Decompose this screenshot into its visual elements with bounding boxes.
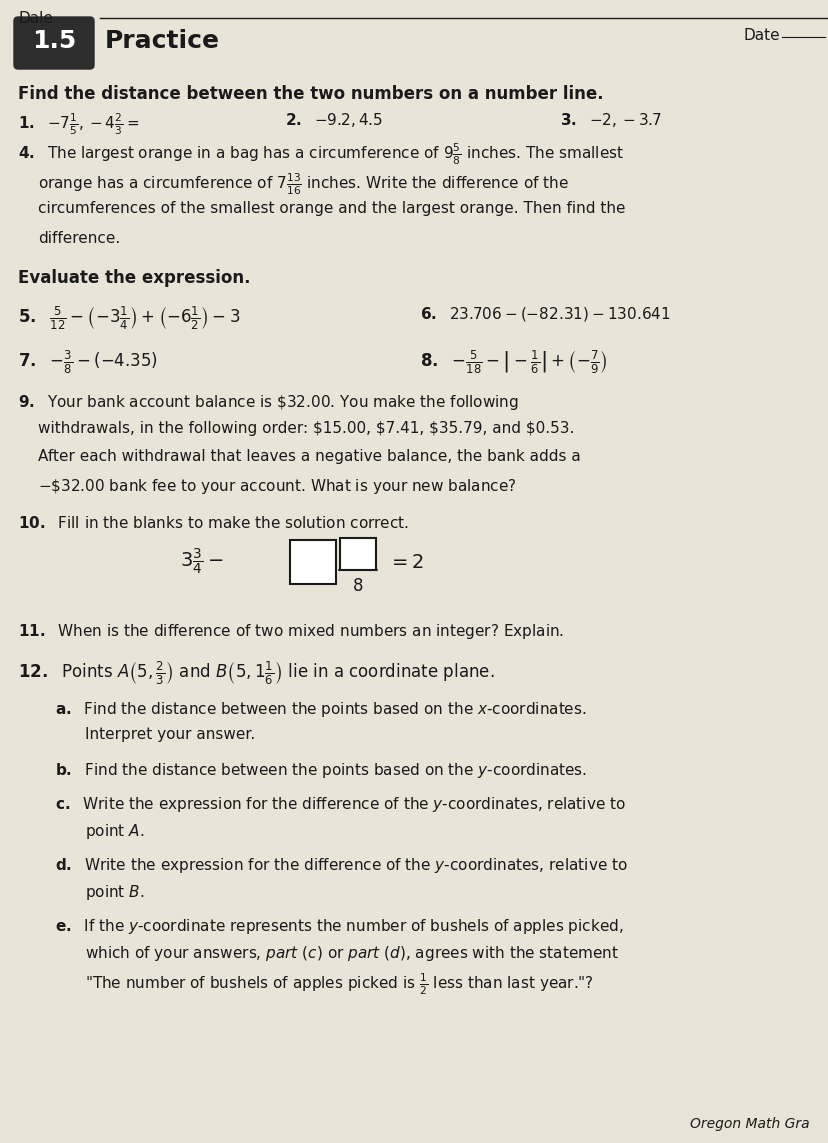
Text: Find the distance between the two numbers on a number line.: Find the distance between the two number… bbox=[18, 85, 603, 103]
Text: $8$: $8$ bbox=[352, 577, 363, 596]
Text: $\mathbf{12.}$  Points $A\left(5, \frac{2}{3}\right)$ and $B\left(5, 1\frac{1}{6: $\mathbf{12.}$ Points $A\left(5, \frac{2… bbox=[18, 660, 494, 687]
Text: Dale: Dale bbox=[18, 11, 53, 26]
Text: $\mathbf{11.}$  When is the difference of two mixed numbers an integer? Explain.: $\mathbf{11.}$ When is the difference of… bbox=[18, 622, 564, 641]
FancyBboxPatch shape bbox=[14, 17, 94, 69]
Text: After each withdrawal that leaves a negative balance, the bank adds a: After each withdrawal that leaves a nega… bbox=[38, 449, 580, 464]
Text: point $B$.: point $B$. bbox=[85, 884, 144, 902]
Text: $-$\$32.00 bank fee to your account. What is your new balance?: $-$\$32.00 bank fee to your account. Wha… bbox=[38, 477, 516, 496]
Text: $\mathbf{e.}$  If the $y$-coordinate represents the number of bushels of apples : $\mathbf{e.}$ If the $y$-coordinate repr… bbox=[55, 917, 623, 936]
Text: orange has a circumference of $7\frac{13}{16}$ inches. Write the difference of t: orange has a circumference of $7\frac{13… bbox=[38, 171, 568, 197]
Text: "The number of bushels of apples picked is $\frac{1}{2}$ less than last year."?: "The number of bushels of apples picked … bbox=[85, 972, 593, 997]
Text: point $A$.: point $A$. bbox=[85, 822, 144, 841]
Text: difference.: difference. bbox=[38, 231, 120, 246]
Text: $= 2$: $= 2$ bbox=[388, 552, 424, 572]
Text: $\mathbf{9.}$  Your bank account balance is \$32.00. You make the following: $\mathbf{9.}$ Your bank account balance … bbox=[18, 393, 518, 411]
Text: $\mathbf{1.}$  $-7\frac{1}{5}, -4\frac{2}{3} =$: $\mathbf{1.}$ $-7\frac{1}{5}, -4\frac{2}… bbox=[18, 111, 139, 136]
Text: withdrawals, in the following order: \$15.00, \$7.41, \$35.79, and \$0.53.: withdrawals, in the following order: \$1… bbox=[38, 421, 574, 435]
Text: Practice: Practice bbox=[105, 29, 219, 53]
Text: $\mathbf{8.}$  $-\frac{5}{18} - \left|-\frac{1}{6}\right| + \left(-\frac{7}{9}\r: $\mathbf{8.}$ $-\frac{5}{18} - \left|-\f… bbox=[420, 349, 607, 376]
Text: Date: Date bbox=[743, 27, 779, 43]
Text: $\mathbf{d.}$  Write the expression for the difference of the $y$-coordinates, r: $\mathbf{d.}$ Write the expression for t… bbox=[55, 856, 627, 876]
Text: which of your answers, $\mathit{part\ (c)}$ or $\mathit{part\ (d)}$, agrees with: which of your answers, $\mathit{part\ (c… bbox=[85, 944, 619, 964]
Text: $\mathbf{a.}$  Find the distance between the points based on the $x$-coordinates: $\mathbf{a.}$ Find the distance between … bbox=[55, 700, 586, 719]
Text: $\mathbf{2.}$  $-9.2, 4.5$: $\mathbf{2.}$ $-9.2, 4.5$ bbox=[285, 111, 383, 129]
Text: $\mathbf{5.}$  $\frac{5}{12} - \left(-3\frac{1}{4}\right) + \left(-6\frac{1}{2}\: $\mathbf{5.}$ $\frac{5}{12} - \left(-3\f… bbox=[18, 305, 240, 333]
Text: $\mathbf{4.}$  The largest orange in a bag has a circumference of $9\frac{5}{8}$: $\mathbf{4.}$ The largest orange in a ba… bbox=[18, 141, 623, 167]
Text: Interpret your answer.: Interpret your answer. bbox=[85, 727, 255, 742]
Text: $3\frac{3}{4} - $: $3\frac{3}{4} - $ bbox=[180, 547, 224, 577]
Text: Oregon Math Gra: Oregon Math Gra bbox=[690, 1117, 809, 1132]
Text: $\mathbf{3.}$  $-2, -3.7$: $\mathbf{3.}$ $-2, -3.7$ bbox=[560, 111, 661, 129]
Text: $\mathbf{6.}$  $23.706 - (-82.31) - 130.641$: $\mathbf{6.}$ $23.706 - (-82.31) - 130.6… bbox=[420, 305, 670, 323]
Text: $\mathbf{b.}$  Find the distance between the points based on the $y$-coordinates: $\mathbf{b.}$ Find the distance between … bbox=[55, 761, 586, 780]
Text: $\mathbf{c.}$  Write the expression for the difference of the $y$-coordinates, r: $\mathbf{c.}$ Write the expression for t… bbox=[55, 796, 625, 814]
Text: circumferences of the smallest orange and the largest orange. Then find the: circumferences of the smallest orange an… bbox=[38, 201, 625, 216]
Text: 1.5: 1.5 bbox=[31, 29, 76, 53]
Text: $\mathbf{7.}$  $-\frac{3}{8} - (-4.35)$: $\mathbf{7.}$ $-\frac{3}{8} - (-4.35)$ bbox=[18, 349, 158, 376]
Text: Evaluate the expression.: Evaluate the expression. bbox=[18, 269, 250, 287]
FancyBboxPatch shape bbox=[290, 539, 335, 584]
FancyBboxPatch shape bbox=[339, 538, 376, 570]
Text: $\mathbf{10.}$  Fill in the blanks to make the solution correct.: $\mathbf{10.}$ Fill in the blanks to mak… bbox=[18, 515, 408, 531]
